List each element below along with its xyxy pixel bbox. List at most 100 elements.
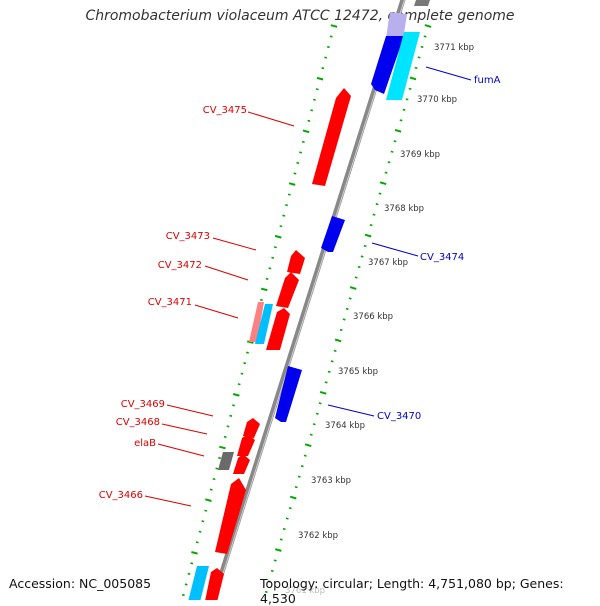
tick-minor xyxy=(324,56,328,59)
tick-minor xyxy=(184,583,188,586)
tick-minor xyxy=(279,538,283,541)
gene-labels-left: CV_3475 CV_3473 CV_3472 CV_3471 CV_3469 … xyxy=(99,105,247,501)
gene-arrow-CV_3468 xyxy=(237,434,255,456)
tick-minor xyxy=(240,372,244,375)
tick-minor xyxy=(326,45,330,49)
tick-minor xyxy=(384,171,388,174)
tick-minor xyxy=(363,244,367,248)
leader-elaB xyxy=(157,443,205,457)
tick-major xyxy=(191,551,198,555)
scale-label: 3767 kbp xyxy=(368,258,408,268)
tick-minor xyxy=(303,454,307,457)
tick-minor xyxy=(282,214,286,217)
tick-minor xyxy=(423,35,427,38)
tick-minor xyxy=(270,569,274,573)
tick-major xyxy=(364,233,372,238)
tick-minor xyxy=(354,276,358,279)
tick-minor xyxy=(195,541,199,544)
accession-text: Accession: NC_005085 xyxy=(9,576,152,591)
tick-major xyxy=(219,445,226,450)
gene-features xyxy=(188,0,430,600)
tick-major xyxy=(334,338,342,343)
tick-minor xyxy=(315,88,319,91)
leader-CV_3472 xyxy=(204,265,249,281)
label-leaders xyxy=(144,66,472,507)
gene-label-CV_3475: CV_3475 xyxy=(203,105,247,116)
gene-label-CV_3469: CV_3469 xyxy=(121,399,165,410)
tick-minor xyxy=(324,381,328,384)
tick-minor xyxy=(360,255,364,258)
tick-major xyxy=(409,76,417,81)
tick-minor xyxy=(226,425,230,428)
tick-minor xyxy=(333,349,337,353)
scale-label: 3769 kbp xyxy=(400,150,440,160)
tick-major xyxy=(330,24,338,28)
scale-label: 3771 kbp xyxy=(434,43,474,53)
leader-CV_3469 xyxy=(166,404,214,417)
tick-minor xyxy=(300,465,304,468)
tick-minor xyxy=(243,362,247,365)
tick-minor xyxy=(345,307,349,311)
tick-minor xyxy=(414,66,418,70)
tick-minor xyxy=(312,423,316,426)
gene-label-CV_3468: CV_3468 xyxy=(116,417,160,428)
scale-labels: 3771 kbp 3770 kbp 3769 kbp 3768 kbp 3767… xyxy=(285,43,474,596)
backbone-highlight xyxy=(214,0,405,600)
tick-major xyxy=(379,181,387,186)
gene-label-fumA: fumA xyxy=(474,75,501,86)
tick-minor xyxy=(287,193,291,196)
tick-major xyxy=(349,286,357,290)
tick-minor xyxy=(293,172,297,175)
tick-minor xyxy=(309,433,313,436)
gene-arrow-CV_3473 xyxy=(287,250,305,274)
genome-backbone xyxy=(210,0,406,600)
tick-minor xyxy=(327,370,331,373)
tick-minor xyxy=(201,520,205,523)
tick-major xyxy=(274,234,282,239)
tick-major xyxy=(302,129,310,134)
tick-minor xyxy=(297,475,301,478)
gene-arrow-bottom-red xyxy=(205,568,224,600)
tick-minor xyxy=(285,517,289,520)
gene-arrow-CV_3475 xyxy=(312,88,351,186)
gene-label-CV_3466: CV_3466 xyxy=(99,490,143,501)
tick-minor xyxy=(209,488,213,491)
tick-minor xyxy=(321,67,325,70)
tick-minor xyxy=(310,109,314,112)
tick-minor xyxy=(296,161,300,165)
tick-minor xyxy=(204,509,208,512)
tick-minor xyxy=(218,456,222,460)
tick-major xyxy=(288,182,296,186)
tick-minor xyxy=(273,246,277,249)
leader-CV_3473 xyxy=(212,237,257,251)
tick-minor xyxy=(271,256,275,259)
tick-major xyxy=(424,24,432,28)
gene-label-elaB: elaB xyxy=(134,438,156,449)
gene-arrow-CV_3466 xyxy=(215,478,246,554)
gene-arrow-CV_3471-light-blue xyxy=(255,304,273,344)
tick-minor xyxy=(329,35,333,38)
scale-label: 3762 kbp xyxy=(298,531,338,541)
gene-arrow-light-violet xyxy=(386,12,407,40)
tick-minor xyxy=(405,98,409,101)
gene-arrow-fumA-blue xyxy=(371,36,404,94)
gene-arrow-CV_3471 xyxy=(266,308,290,350)
leader-CV_3466 xyxy=(144,495,192,507)
gene-labels-right: fumA CV_3474 CV_3470 xyxy=(377,75,501,422)
tick-minor xyxy=(387,161,391,164)
gene-label-CV_3474: CV_3474 xyxy=(420,252,464,263)
tick-minor xyxy=(285,204,289,207)
tick-minor xyxy=(288,507,292,510)
tick-minor xyxy=(357,265,361,269)
tick-row-left xyxy=(181,24,338,597)
tick-minor xyxy=(212,478,216,481)
tick-major xyxy=(205,498,212,502)
tick-minor xyxy=(348,297,352,300)
gene-label-CV_3470: CV_3470 xyxy=(377,411,421,422)
tick-minor xyxy=(399,119,403,122)
gene-arrow-CV_3472 xyxy=(276,272,299,308)
gene-arrow-fumA xyxy=(386,32,420,100)
leader-CV_3470 xyxy=(327,404,375,417)
tick-minor xyxy=(294,486,298,489)
tick-minor xyxy=(267,580,271,583)
